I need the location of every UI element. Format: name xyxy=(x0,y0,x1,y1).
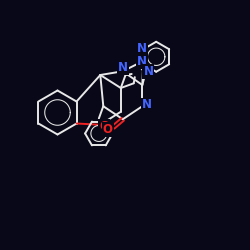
Text: N: N xyxy=(142,98,152,112)
Text: O: O xyxy=(99,120,109,133)
Text: N: N xyxy=(137,55,147,68)
Text: N: N xyxy=(137,42,147,54)
Text: O: O xyxy=(103,123,113,136)
Text: N: N xyxy=(144,65,154,78)
Text: N: N xyxy=(118,61,128,74)
